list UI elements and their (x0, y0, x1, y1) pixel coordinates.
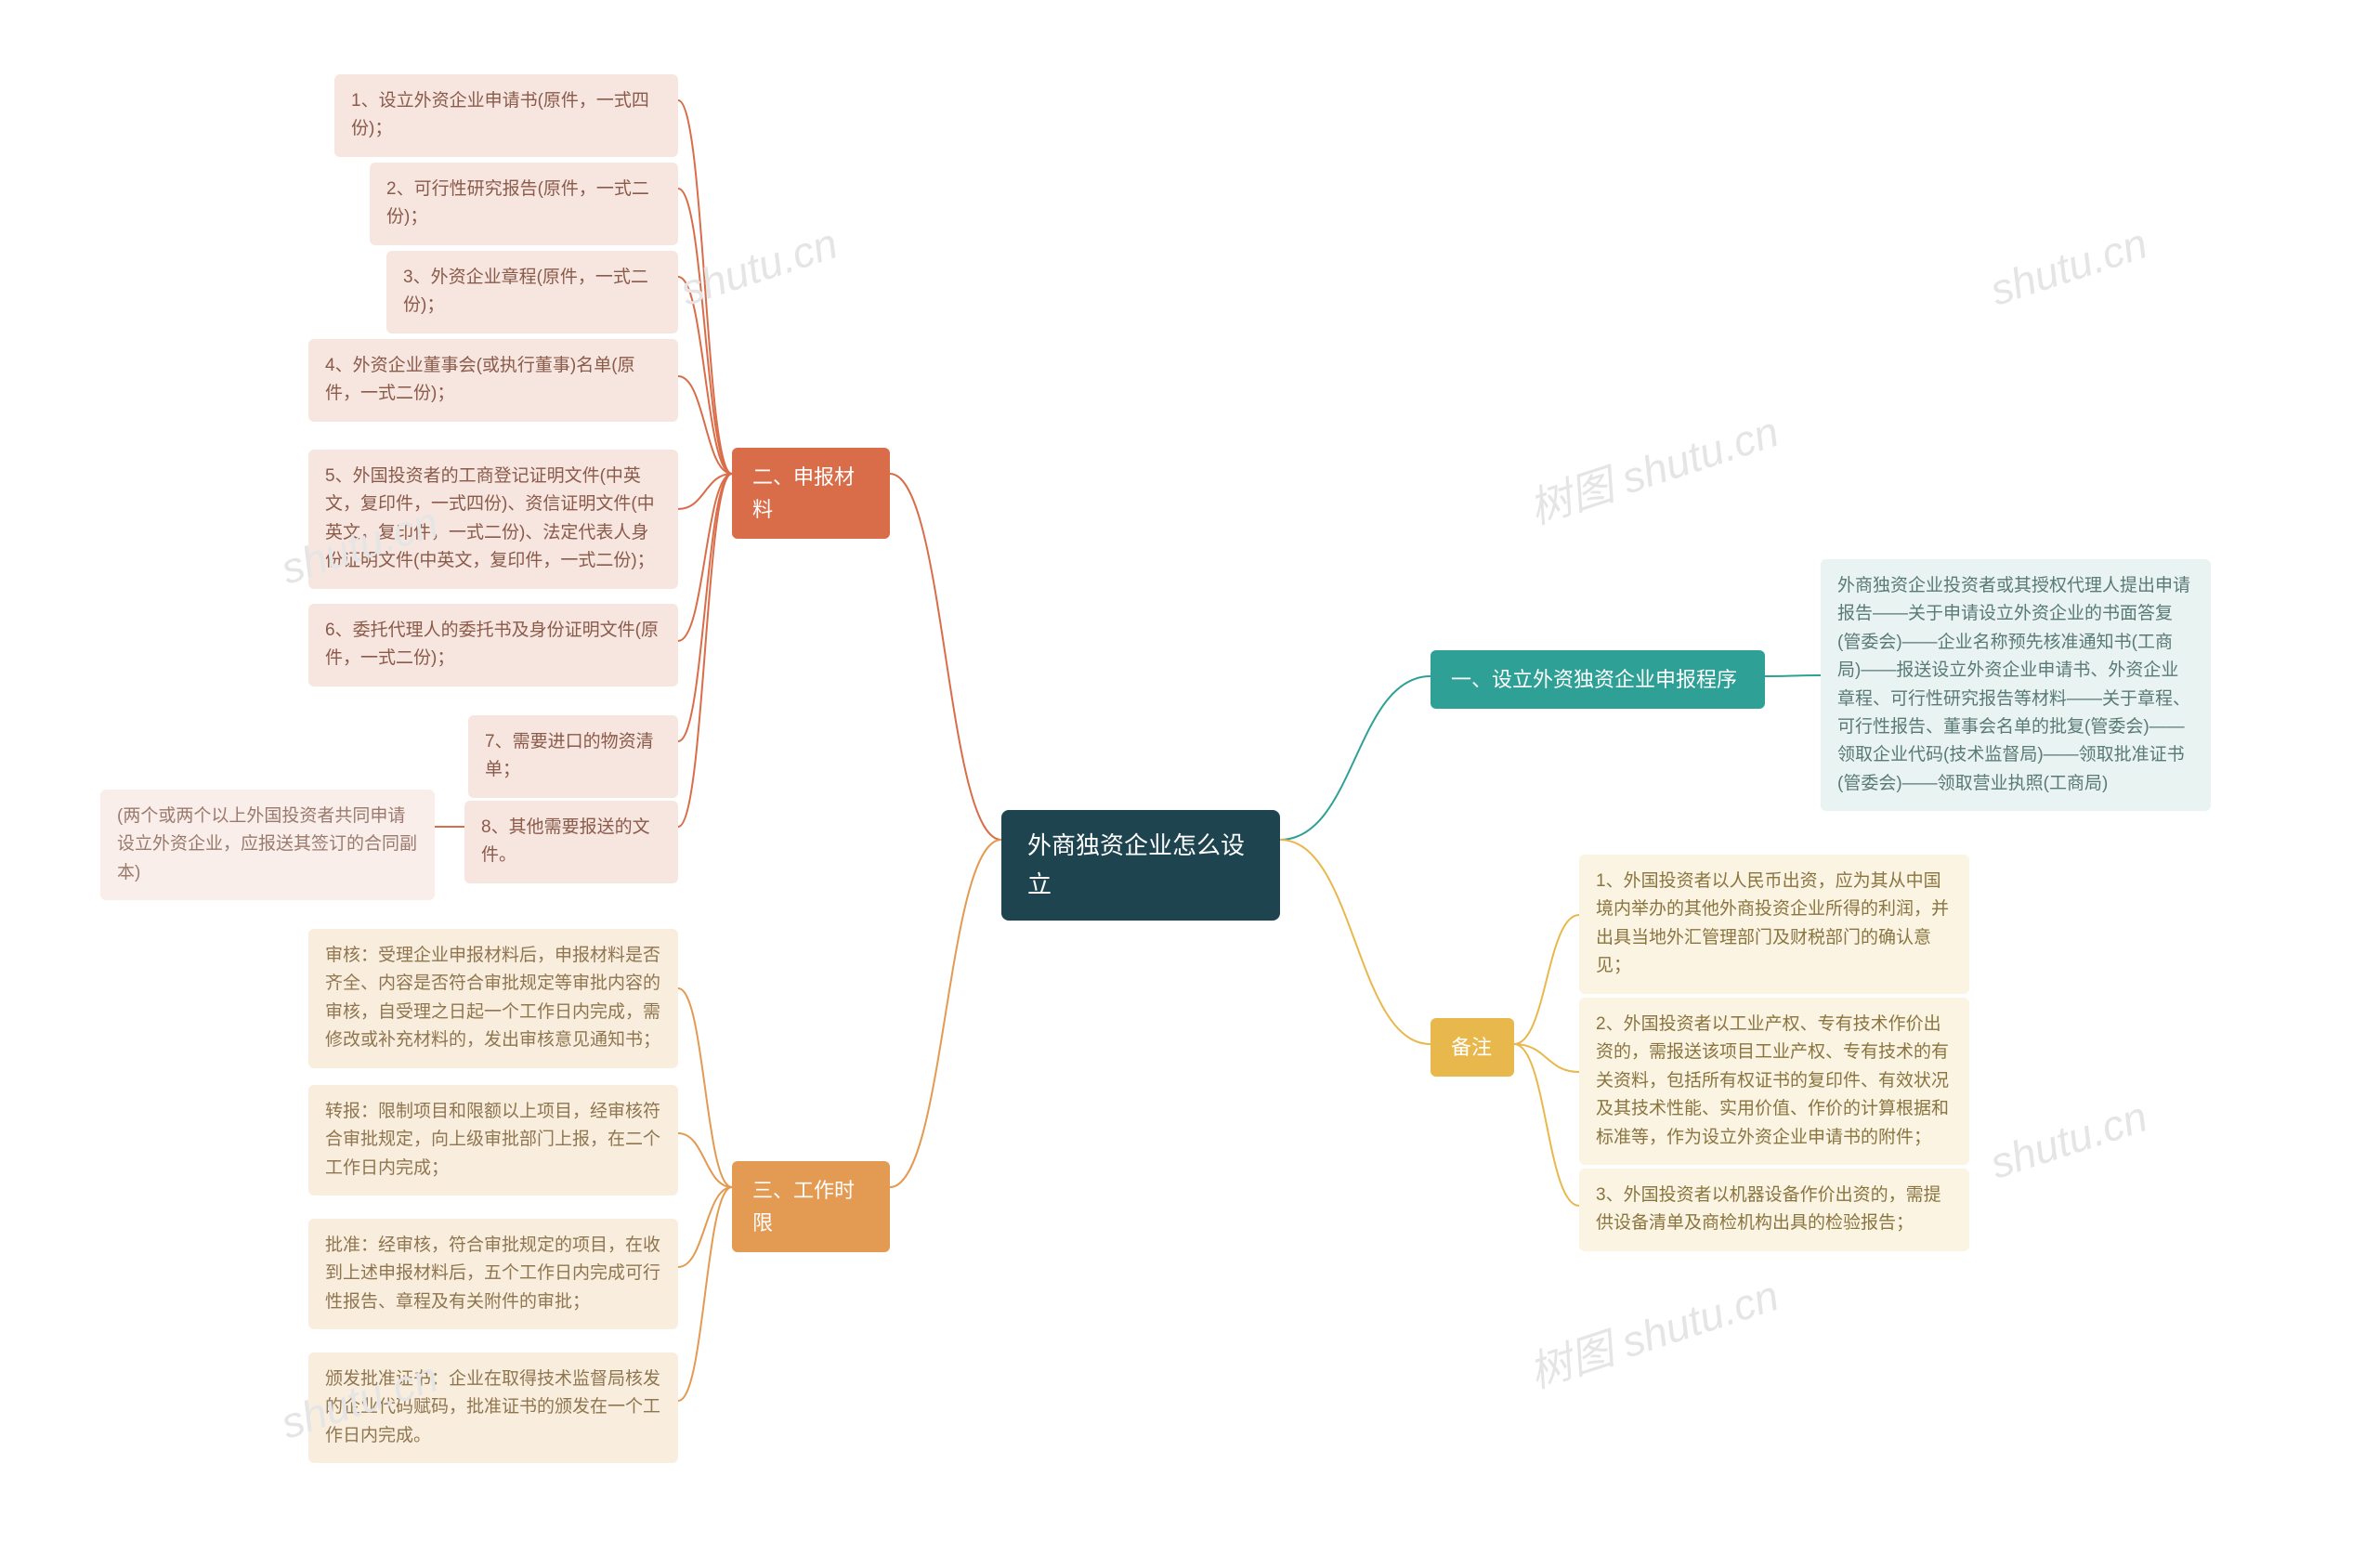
watermark: shutu.cn (674, 217, 843, 315)
leaf-timeline-4[interactable]: 颁发批准证书：企业在取得技术监督局核发的企业代码赋码，批准证书的颁发在一个工作日… (308, 1352, 678, 1463)
watermark: 树图 shutu.cn (1521, 1262, 1785, 1401)
leaf-material-2[interactable]: 2、可行性研究报告(原件，一式二份)； (370, 163, 678, 245)
watermark: shutu.cn (1984, 1091, 2153, 1188)
leaf-note-1[interactable]: 1、外国投资者以人民币出资，应为其从中国境内举办的其他外商投资企业所得的利润，并… (1579, 855, 1969, 994)
leaf-material-6[interactable]: 6、委托代理人的委托书及身份证明文件(原件，一式二份)； (308, 604, 678, 686)
mindmap-canvas: 外商独资企业怎么设立 一、设立外资独资企业申报程序 外商独资企业投资者或其授权代… (0, 0, 2378, 1568)
leaf-material-1[interactable]: 1、设立外资企业申请书(原件，一式四份)； (334, 74, 678, 157)
branch-materials[interactable]: 二、申报材料 (732, 448, 890, 539)
leaf-material-7[interactable]: 7、需要进口的物资清单； (468, 715, 678, 798)
watermark: 树图 shutu.cn (1521, 399, 1785, 537)
leaf-material-5[interactable]: 5、外国投资者的工商登记证明文件(中英文，复印件，一式四份)、资信证明文件(中英… (308, 450, 678, 589)
watermark: shutu.cn (1984, 217, 2153, 315)
leaf-timeline-2[interactable]: 转报：限制项目和限额以上项目，经审核符合审批规定，向上级审批部门上报，在二个工作… (308, 1085, 678, 1196)
leaf-note-3[interactable]: 3、外国投资者以机器设备作价出资的，需提供设备清单及商检机构出具的检验报告； (1579, 1169, 1969, 1251)
branch-timeline[interactable]: 三、工作时限 (732, 1161, 890, 1252)
leaf-timeline-3[interactable]: 批准：经审核，符合审批规定的项目，在收到上述申报材料后，五个工作日内完成可行性报… (308, 1219, 678, 1329)
leaf-timeline-1[interactable]: 审核：受理企业申报材料后，申报材料是否齐全、内容是否符合审批规定等审批内容的审核… (308, 929, 678, 1068)
root-node[interactable]: 外商独资企业怎么设立 (1001, 810, 1280, 921)
branch-procedure[interactable]: 一、设立外资独资企业申报程序 (1431, 650, 1765, 709)
leaf-material-4[interactable]: 4、外资企业董事会(或执行董事)名单(原件，一式二份)； (308, 339, 678, 422)
leaf-note-2[interactable]: 2、外国投资者以工业产权、专有技术作价出资的，需报送该项目工业产权、专有技术的有… (1579, 998, 1969, 1165)
leaf-material-8-sub[interactable]: (两个或两个以上外国投资者共同申请设立外资企业，应报送其签订的合同副本) (100, 790, 435, 900)
branch-notes[interactable]: 备注 (1431, 1018, 1514, 1077)
leaf-material-3[interactable]: 3、外资企业章程(原件，一式二份)； (386, 251, 678, 333)
leaf-material-8[interactable]: 8、其他需要报送的文件。 (464, 801, 678, 883)
leaf-procedure-detail[interactable]: 外商独资企业投资者或其授权代理人提出申请报告——关于申请设立外资企业的书面答复(… (1821, 559, 2211, 811)
